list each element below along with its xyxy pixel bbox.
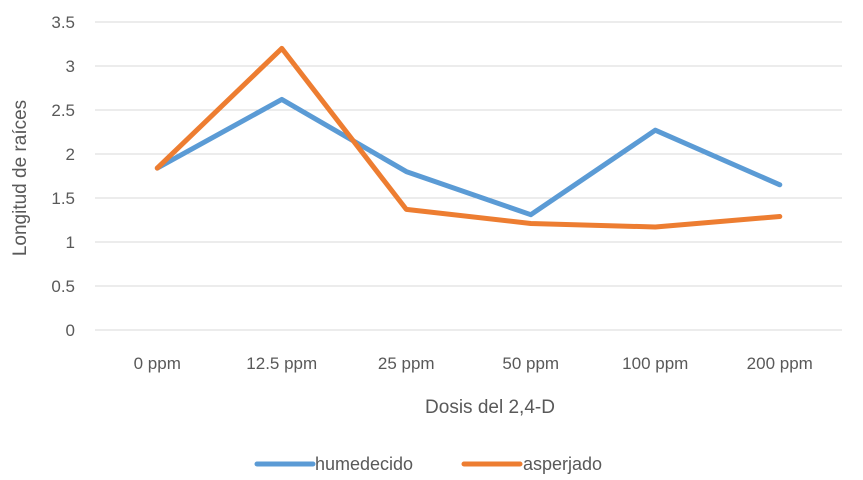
y-tick-label: 3.5 bbox=[51, 13, 75, 32]
x-tick-label: 25 ppm bbox=[378, 354, 435, 373]
y-tick-label: 0.5 bbox=[51, 277, 75, 296]
x-tick-label: 0 ppm bbox=[134, 354, 181, 373]
series-lines bbox=[154, 45, 783, 230]
y-tick-label: 1 bbox=[66, 233, 75, 252]
y-axis-tick-labels: 0 0.5 1 1.5 2 2.5 3 3.5 bbox=[51, 13, 75, 340]
y-tick-label: 0 bbox=[66, 321, 75, 340]
y-tick-label: 2.5 bbox=[51, 101, 75, 120]
legend-label-humedecido: humedecido bbox=[315, 454, 413, 474]
y-tick-label: 1.5 bbox=[51, 189, 75, 208]
series-line-humedecido bbox=[154, 96, 783, 218]
legend: humedecido asperjado bbox=[254, 454, 602, 474]
x-tick-label: 100 ppm bbox=[622, 354, 688, 373]
y-tick-label: 2 bbox=[66, 145, 75, 164]
x-tick-label: 200 ppm bbox=[747, 354, 813, 373]
x-tick-label: 12.5 ppm bbox=[246, 354, 317, 373]
y-axis-title: Longitud de raíces bbox=[10, 100, 31, 256]
series-line-asperjado bbox=[154, 45, 783, 230]
x-axis-title: Dosis del 2,4-D bbox=[425, 397, 555, 418]
y-tick-label: 3 bbox=[66, 57, 75, 76]
x-axis-tick-labels: 0 ppm 12.5 ppm 25 ppm 50 ppm 100 ppm 200 ppm bbox=[134, 354, 813, 373]
legend-label-asperjado: asperjado bbox=[523, 454, 602, 474]
x-tick-label: 50 ppm bbox=[502, 354, 559, 373]
gridlines bbox=[95, 21, 842, 331]
